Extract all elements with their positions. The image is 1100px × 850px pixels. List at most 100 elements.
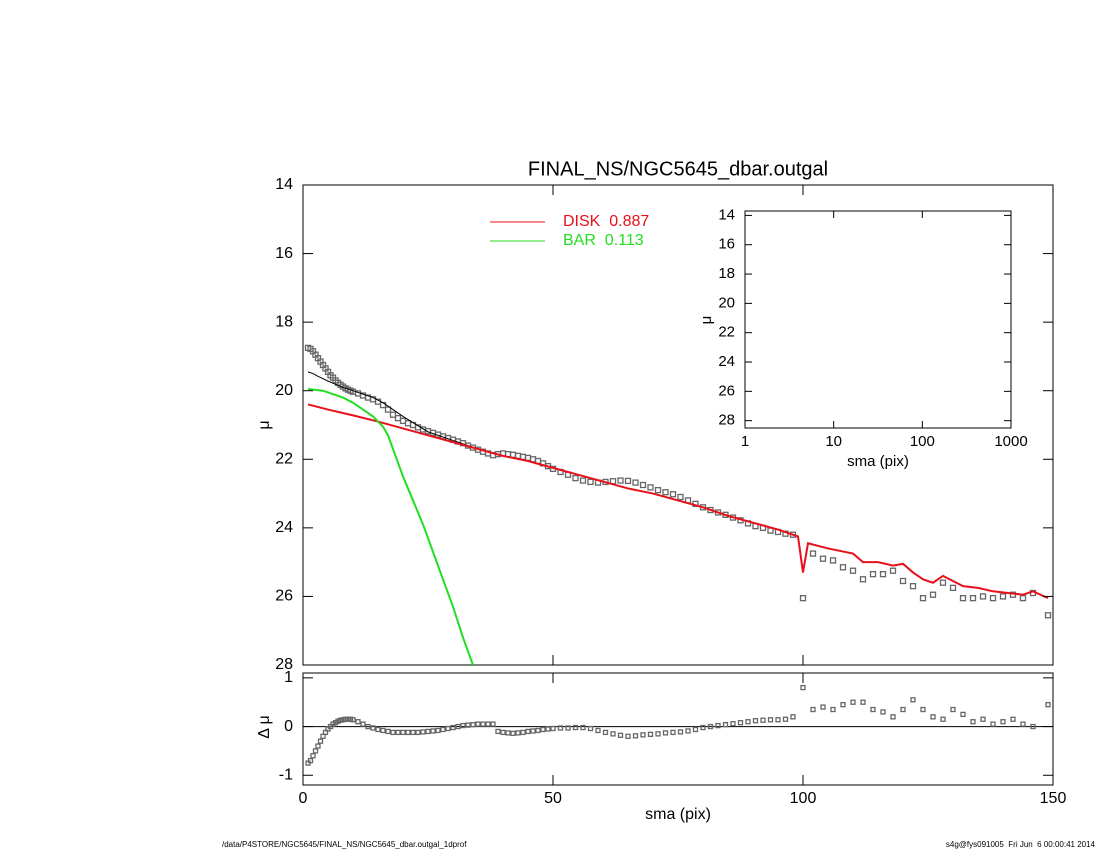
x-axis-label: sma (pix) bbox=[847, 453, 909, 470]
residual-point bbox=[677, 729, 684, 735]
residual-point bbox=[385, 728, 391, 735]
data-point bbox=[959, 594, 967, 602]
residual-point bbox=[350, 717, 356, 723]
y-axis-label: Δ μ bbox=[256, 715, 273, 738]
residual-point bbox=[730, 720, 736, 727]
residual-point bbox=[525, 728, 531, 735]
residual-point bbox=[425, 728, 431, 735]
residual-point bbox=[632, 733, 639, 739]
residual-point bbox=[700, 724, 706, 731]
residual-point bbox=[670, 729, 676, 736]
plot-frame bbox=[302, 672, 1054, 786]
footer-path: /data/P4STORE/NGC5645/FINAL_NS/NGC5645_d… bbox=[222, 840, 467, 849]
y-tick-label: 28 bbox=[718, 412, 735, 429]
data-point bbox=[1044, 612, 1052, 619]
residual-point bbox=[1045, 702, 1051, 708]
residual-point bbox=[550, 725, 556, 732]
residual-point bbox=[745, 719, 751, 725]
legend-label: BAR 0.113 bbox=[563, 232, 644, 249]
residual-point bbox=[375, 726, 381, 733]
x-axis-label: sma (pix) bbox=[645, 806, 711, 823]
residual-point bbox=[890, 714, 896, 720]
data-point bbox=[579, 477, 587, 484]
residual-point bbox=[737, 720, 744, 726]
x-tick-label: 100 bbox=[910, 433, 935, 450]
residual-point bbox=[460, 722, 466, 729]
y-tick-label: 18 bbox=[275, 313, 293, 330]
residual-point bbox=[602, 729, 609, 736]
residual-point bbox=[920, 706, 926, 713]
residual-point bbox=[655, 731, 661, 737]
y-tick-label: 24 bbox=[275, 519, 293, 536]
y-axis-label: μ bbox=[698, 316, 715, 325]
residual-point bbox=[480, 721, 486, 727]
residual-point bbox=[587, 725, 594, 732]
residual-point bbox=[315, 743, 321, 749]
residual-point bbox=[715, 722, 721, 729]
y-tick-label: 0 bbox=[284, 718, 293, 735]
model-line bbox=[307, 388, 474, 665]
residual-point bbox=[307, 758, 314, 764]
residual-point bbox=[370, 725, 376, 731]
residual-point bbox=[692, 726, 699, 733]
data-point bbox=[572, 474, 579, 482]
y-tick-label: -1 bbox=[279, 766, 293, 783]
data-point bbox=[849, 567, 857, 574]
residual-point bbox=[775, 717, 781, 723]
residual-point bbox=[595, 727, 601, 734]
chart-title: FINAL_NS/NGC5645_dbar.outgal bbox=[528, 158, 828, 180]
y-tick-label: 28 bbox=[275, 656, 293, 673]
residual-point bbox=[1010, 716, 1016, 722]
x-tick-label: 0 bbox=[299, 790, 308, 807]
residual-point bbox=[790, 714, 796, 720]
residual-point bbox=[990, 721, 996, 727]
y-tick-label: 14 bbox=[275, 176, 293, 193]
data-point bbox=[939, 579, 947, 586]
residual-point bbox=[707, 723, 714, 730]
x-tick-label: 150 bbox=[1040, 790, 1067, 807]
data-point bbox=[909, 582, 917, 590]
residual-point bbox=[850, 699, 856, 705]
legend-label: DISK 0.887 bbox=[563, 213, 649, 230]
residual-point bbox=[415, 729, 421, 736]
data-point bbox=[969, 594, 977, 602]
residual-point bbox=[722, 721, 729, 728]
residual-point bbox=[520, 729, 526, 736]
residual-point bbox=[317, 738, 324, 744]
residual-point bbox=[880, 709, 886, 715]
residual-point bbox=[970, 719, 976, 725]
data-point bbox=[632, 479, 639, 486]
residual-point bbox=[760, 717, 766, 723]
residual-point bbox=[495, 728, 501, 735]
residual-point bbox=[752, 718, 759, 724]
data-point bbox=[989, 594, 997, 602]
residual-point bbox=[440, 726, 446, 733]
data-point bbox=[819, 555, 827, 562]
data-point bbox=[859, 576, 867, 583]
data-point bbox=[389, 411, 397, 418]
data-point bbox=[404, 420, 412, 427]
residual-point bbox=[940, 716, 946, 722]
residual-point bbox=[485, 721, 491, 727]
data-point bbox=[384, 406, 392, 413]
residual-point bbox=[455, 723, 461, 730]
residual-point bbox=[445, 725, 451, 732]
residual-point bbox=[580, 724, 586, 731]
residual-point bbox=[557, 725, 564, 731]
data-point bbox=[654, 486, 662, 494]
data-point bbox=[889, 567, 897, 574]
residual-point bbox=[535, 727, 541, 734]
x-tick-label: 50 bbox=[544, 790, 562, 807]
residual-point bbox=[430, 728, 436, 734]
residual-point bbox=[782, 716, 789, 722]
residual-point bbox=[505, 730, 511, 736]
residual-point bbox=[1020, 721, 1026, 727]
residual-point bbox=[640, 732, 646, 738]
x-tick-label: 1 bbox=[741, 433, 749, 450]
data-point bbox=[647, 484, 654, 491]
residual-point bbox=[870, 706, 876, 713]
residual-point bbox=[810, 706, 816, 713]
y-tick-label: 24 bbox=[718, 353, 735, 370]
residual-point bbox=[360, 721, 366, 727]
